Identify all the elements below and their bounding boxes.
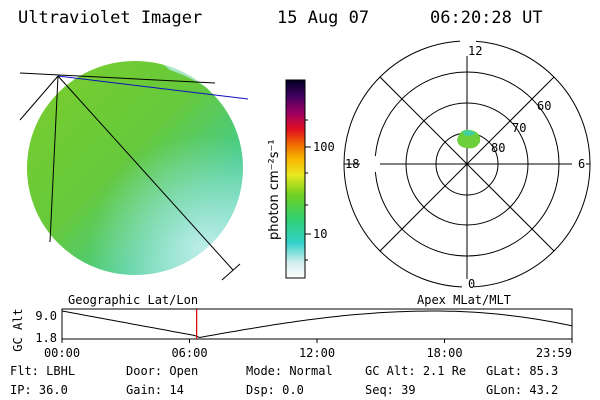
date-label: 15 Aug 07 bbox=[277, 8, 370, 28]
colorbar-tick-10: 10 bbox=[313, 227, 327, 241]
colorbar bbox=[285, 79, 311, 279]
status-glon: GLon: 43.2 bbox=[486, 383, 559, 397]
orbit-xtick-2359: 23:59 bbox=[536, 346, 572, 360]
time-label: 06:20:28 UT bbox=[430, 8, 543, 28]
status-mode: Mode: Normal bbox=[246, 364, 333, 378]
orbit-xtick-1200: 12:00 bbox=[299, 346, 335, 360]
mlt-label-6: 6 bbox=[578, 157, 585, 171]
orbit-ytick-bottom: 1.8 bbox=[35, 331, 57, 345]
status-gc-alt: GC Alt: 2.1 Re bbox=[365, 364, 467, 378]
status-seq: Seq: 39 bbox=[365, 383, 416, 397]
status-gain: Gain: 14 bbox=[126, 383, 184, 397]
orbit-altitude-plot bbox=[61, 308, 573, 343]
mlt-label-12: 12 bbox=[468, 44, 482, 58]
mlt-label-0: 0 bbox=[468, 277, 475, 291]
status-flt: Flt: LBHL bbox=[10, 364, 76, 378]
colorbar-unit-label: photon cm⁻²s⁻¹ bbox=[267, 139, 282, 240]
status-ip: IP: 36.0 bbox=[10, 383, 68, 397]
orbit-xtick-1800: 18:00 bbox=[426, 346, 462, 360]
orbit-ylabel: GC Alt bbox=[11, 308, 25, 351]
orbit-xtick-0000: 00:00 bbox=[44, 346, 80, 360]
colorbar-tick-100: 100 bbox=[313, 140, 335, 154]
status-glat: GLat: 85.3 bbox=[486, 364, 559, 378]
uv-earth-image bbox=[19, 61, 249, 281]
lat-label-70: 70 bbox=[512, 121, 526, 135]
instrument-title: Ultraviolet Imager bbox=[18, 8, 203, 28]
altitude-curve bbox=[61, 310, 573, 339]
lat-label-80: 80 bbox=[491, 141, 505, 155]
orbit-ytick-top: 9.0 bbox=[35, 309, 57, 323]
orbit-xtick-0600: 06:00 bbox=[171, 346, 207, 360]
right-panel-title: Apex MLat/MLT bbox=[417, 293, 511, 307]
left-panel-title: Geographic Lat/Lon bbox=[68, 293, 198, 307]
status-door: Door: Open bbox=[126, 364, 199, 378]
polar-mlat-mlt-plot bbox=[343, 40, 591, 295]
lat-label-60: 60 bbox=[537, 99, 551, 113]
status-dsp: Dsp: 0.0 bbox=[246, 383, 304, 397]
mlt-label-18: 18 bbox=[345, 157, 359, 171]
